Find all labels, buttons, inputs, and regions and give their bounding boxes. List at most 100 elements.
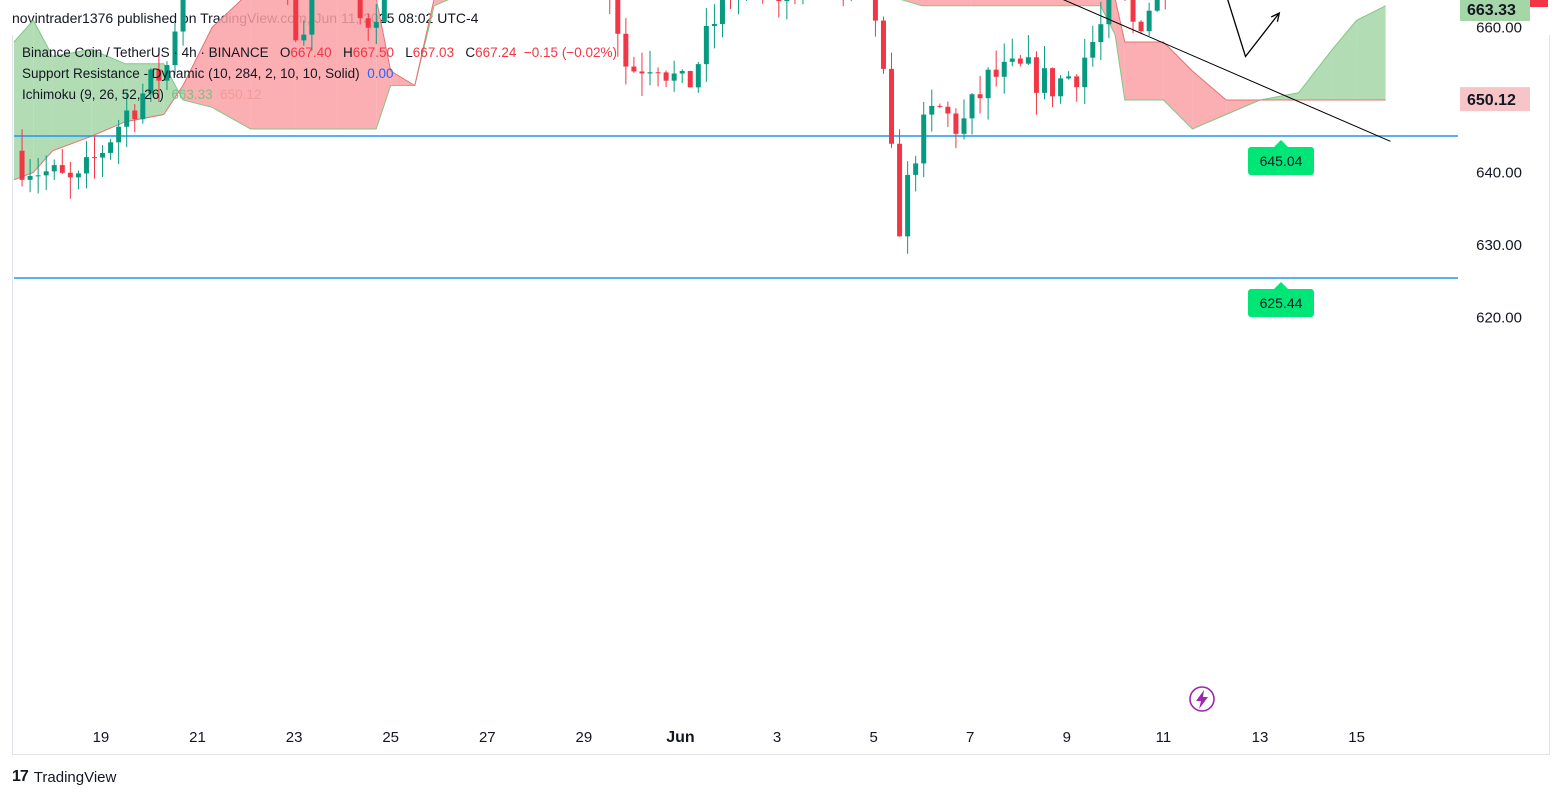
indicator-sr-name: Support Resistance - Dynamic (10, 284, 2… xyxy=(22,66,360,81)
cloud-segment xyxy=(376,0,391,129)
candle-body xyxy=(776,0,782,2)
time-tick-label: 25 xyxy=(382,729,399,746)
candle-body xyxy=(631,66,637,72)
time-tick-label: 7 xyxy=(966,729,974,746)
candle-body xyxy=(1098,24,1104,43)
price-tick-label: 660.00 xyxy=(1476,20,1522,37)
tradingview-logo-icon: 17 xyxy=(12,768,29,785)
candle-body xyxy=(75,173,81,178)
candle-body xyxy=(969,94,975,119)
cloud-segment xyxy=(1192,71,1227,129)
trendline-drawing[interactable] xyxy=(497,0,1391,142)
indicator-ichimoku-name: Ichimoku (9, 26, 52, 26) xyxy=(22,87,164,102)
candle-body xyxy=(1058,78,1064,97)
candle-body xyxy=(1033,57,1039,93)
chart-overlays xyxy=(1189,686,1215,712)
candle-body xyxy=(92,157,98,159)
candle-body xyxy=(872,0,878,21)
candle-body xyxy=(880,20,886,69)
cloud-segment xyxy=(52,49,92,151)
time-tick-label: 11 xyxy=(1156,729,1172,746)
candle-body xyxy=(703,25,709,65)
lightning-icon-bolt xyxy=(1196,690,1208,709)
level-label-text: 625.44 xyxy=(1260,295,1303,311)
candle-body xyxy=(929,105,935,115)
candle-body xyxy=(985,69,991,99)
candle-body xyxy=(695,64,701,88)
cloud-segment xyxy=(183,27,212,108)
senkou-span-a xyxy=(13,0,1386,130)
time-tick-label: 21 xyxy=(189,729,206,746)
candle-body xyxy=(124,110,130,127)
legend-indicator-sr[interactable]: Support Resistance - Dynamic (10, 284, 2… xyxy=(22,66,393,81)
cloud-segment xyxy=(212,0,251,129)
candle-body xyxy=(977,94,983,99)
candle-body xyxy=(1074,76,1080,88)
candle-body xyxy=(1138,21,1144,32)
candle-body xyxy=(993,69,999,77)
time-tick-label: 15 xyxy=(1348,729,1365,746)
candle-body xyxy=(381,0,387,22)
candle-body xyxy=(67,172,73,178)
price-tick-label: 620.00 xyxy=(1476,310,1522,327)
time-tick-label: 29 xyxy=(576,729,593,746)
time-tick-label: Jun xyxy=(666,729,694,746)
projection-path xyxy=(1227,0,1280,58)
ohlc-close: 667.24 xyxy=(475,45,517,60)
level-label-pointer xyxy=(1274,139,1288,147)
level-label-box xyxy=(1248,146,1314,175)
candle-body xyxy=(679,70,685,74)
candle-body xyxy=(663,72,669,81)
candle-body xyxy=(1090,42,1096,58)
candle-body xyxy=(671,73,677,81)
candles xyxy=(19,0,1166,254)
time-tick-label: 13 xyxy=(1252,729,1269,746)
ichimoku-cloud xyxy=(13,0,1386,181)
lightning-icon[interactable] xyxy=(1189,686,1215,712)
candle-body xyxy=(913,163,919,175)
legend-indicator-ichimoku[interactable]: Ichimoku (9, 26, 52, 26) 663.33 650.12 xyxy=(22,87,261,102)
candle-body xyxy=(148,69,154,94)
candle-body xyxy=(1082,57,1088,88)
indicator-ichimoku-value2: 650.12 xyxy=(220,87,262,102)
ichimoku-tag-box xyxy=(1460,0,1530,22)
candle-body xyxy=(1146,10,1152,32)
footer-brand[interactable]: 17 TradingView xyxy=(12,768,116,786)
time-tick-label: 3 xyxy=(773,729,781,746)
level-label-pointer xyxy=(1274,282,1288,290)
cloud-segment xyxy=(1115,0,1125,100)
ohlc-open: 667.40 xyxy=(290,45,332,60)
candle-body xyxy=(1066,76,1072,79)
candle-body xyxy=(889,68,895,144)
candle-body xyxy=(623,33,629,67)
candle-body xyxy=(59,165,65,173)
candle-body xyxy=(937,105,943,107)
time-axis[interactable]: 19 21 23 25 27 29 Jun 3 5 7 9 11 13 15 xyxy=(93,729,1365,746)
candle-body xyxy=(1050,68,1056,97)
candle-body xyxy=(132,110,138,120)
candle-body xyxy=(687,70,693,88)
cloud-segment xyxy=(91,49,126,137)
candle-body xyxy=(373,21,379,28)
legend-symbol-line[interactable]: Binance Coin / TetherUS · 4h · BINANCE O… xyxy=(22,45,617,60)
cloud-segment xyxy=(337,0,377,129)
ohlc-low: 667.03 xyxy=(412,45,455,60)
symbol-name: Binance Coin / TetherUS · 4h · BINANCE xyxy=(22,45,269,60)
candle-body xyxy=(164,65,170,81)
candle-body xyxy=(953,113,959,134)
candle-body xyxy=(293,0,299,41)
candle-body xyxy=(639,71,645,74)
cloud-segment xyxy=(902,0,922,6)
indicator-sr-value: 0.00 xyxy=(367,66,394,81)
candle-body xyxy=(83,157,89,174)
candle-body xyxy=(945,106,951,114)
candle-body xyxy=(172,31,178,66)
cloud-segment xyxy=(14,20,34,180)
candle-body xyxy=(309,0,315,35)
cloud-segment xyxy=(33,20,53,173)
trendline xyxy=(1062,0,1391,142)
candle-body xyxy=(905,174,911,237)
candle-body xyxy=(116,126,122,143)
